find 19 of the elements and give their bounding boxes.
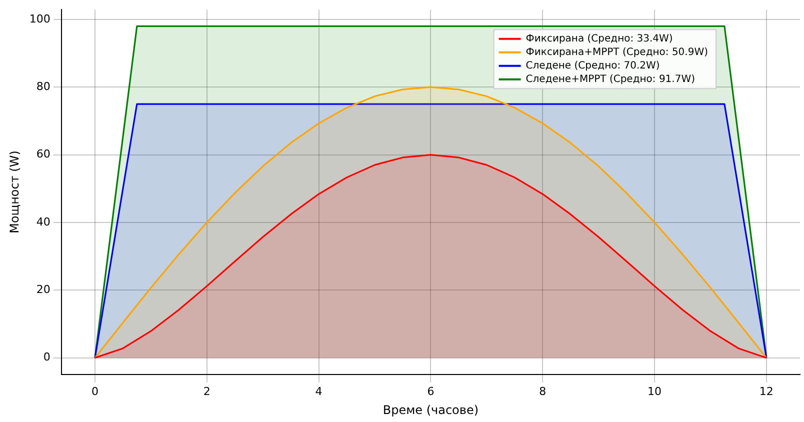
legend-label: Следене+MPPT (Средно: 91.7W) <box>526 74 696 85</box>
x-tick-label: 12 <box>759 384 774 398</box>
y-tick-label: 20 <box>36 282 50 296</box>
x-tick-label: 2 <box>203 384 210 398</box>
x-tick-label: 0 <box>91 384 98 398</box>
legend-label: Следене (Средно: 70.2W) <box>526 60 660 72</box>
y-tick-label: 0 <box>43 350 50 364</box>
y-axis-title: Мощност (W) <box>7 150 22 234</box>
y-tick-label: 100 <box>29 12 50 26</box>
x-tick-label: 6 <box>427 384 434 398</box>
x-tick-label: 4 <box>315 384 322 398</box>
x-axis-title: Време (часове) <box>382 402 479 417</box>
y-tick-label: 60 <box>36 148 50 161</box>
x-tick-label: 8 <box>539 384 546 398</box>
y-tick-label: 80 <box>36 80 50 93</box>
x-tick-label: 10 <box>648 384 662 398</box>
legend-label: Фиксирана+MPPT (Средно: 50.9W) <box>526 46 708 58</box>
y-tick-label: 40 <box>36 215 50 228</box>
legend-label: Фиксирана (Средно: 33.4W) <box>526 33 673 44</box>
